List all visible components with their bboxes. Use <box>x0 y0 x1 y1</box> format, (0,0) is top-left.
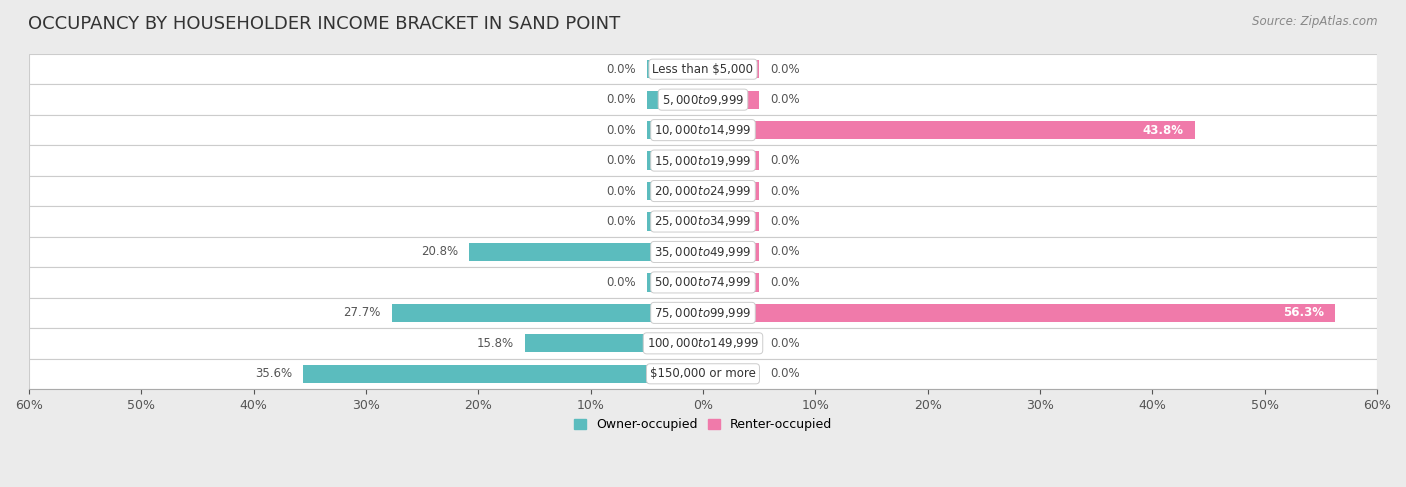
Text: 0.0%: 0.0% <box>770 367 800 380</box>
Text: 0.0%: 0.0% <box>606 185 636 198</box>
Text: 0.0%: 0.0% <box>770 337 800 350</box>
Text: 0.0%: 0.0% <box>606 215 636 228</box>
Text: 0.0%: 0.0% <box>770 185 800 198</box>
Text: 0.0%: 0.0% <box>606 276 636 289</box>
Text: 43.8%: 43.8% <box>1143 124 1184 137</box>
FancyBboxPatch shape <box>30 206 1376 237</box>
FancyBboxPatch shape <box>30 176 1376 206</box>
Bar <box>703 151 759 169</box>
Text: OCCUPANCY BY HOUSEHOLDER INCOME BRACKET IN SAND POINT: OCCUPANCY BY HOUSEHOLDER INCOME BRACKET … <box>28 15 620 33</box>
Legend: Owner-occupied, Renter-occupied: Owner-occupied, Renter-occupied <box>568 413 838 436</box>
FancyBboxPatch shape <box>30 237 1376 267</box>
Bar <box>647 151 703 169</box>
Bar <box>703 243 759 261</box>
FancyBboxPatch shape <box>30 267 1376 298</box>
Text: $100,000 to $149,999: $100,000 to $149,999 <box>647 337 759 350</box>
Text: $75,000 to $99,999: $75,000 to $99,999 <box>654 306 752 320</box>
Text: 0.0%: 0.0% <box>770 276 800 289</box>
Bar <box>647 121 703 139</box>
FancyBboxPatch shape <box>30 84 1376 115</box>
Text: 0.0%: 0.0% <box>606 63 636 75</box>
Text: 0.0%: 0.0% <box>606 124 636 137</box>
Bar <box>703 334 759 353</box>
Bar <box>647 91 703 109</box>
Text: 0.0%: 0.0% <box>770 93 800 106</box>
Text: 35.6%: 35.6% <box>254 367 292 380</box>
Bar <box>703 304 1336 322</box>
Bar <box>392 304 703 322</box>
Bar <box>703 365 759 383</box>
Text: 56.3%: 56.3% <box>1284 306 1324 319</box>
Text: 0.0%: 0.0% <box>770 63 800 75</box>
FancyBboxPatch shape <box>30 298 1376 328</box>
FancyBboxPatch shape <box>30 328 1376 358</box>
Text: 0.0%: 0.0% <box>606 154 636 167</box>
Text: 0.0%: 0.0% <box>770 215 800 228</box>
Text: Less than $5,000: Less than $5,000 <box>652 63 754 75</box>
Bar <box>647 273 703 292</box>
Text: $5,000 to $9,999: $5,000 to $9,999 <box>662 93 744 107</box>
Bar <box>470 243 703 261</box>
Bar <box>703 182 759 200</box>
Bar <box>703 60 759 78</box>
Bar <box>647 182 703 200</box>
Text: 0.0%: 0.0% <box>606 93 636 106</box>
Text: $25,000 to $34,999: $25,000 to $34,999 <box>654 214 752 228</box>
Text: 15.8%: 15.8% <box>477 337 515 350</box>
Bar <box>703 121 1195 139</box>
Bar <box>647 60 703 78</box>
Bar <box>647 212 703 231</box>
FancyBboxPatch shape <box>30 54 1376 84</box>
Bar <box>304 365 703 383</box>
Text: $10,000 to $14,999: $10,000 to $14,999 <box>654 123 752 137</box>
Text: 0.0%: 0.0% <box>770 154 800 167</box>
Text: $20,000 to $24,999: $20,000 to $24,999 <box>654 184 752 198</box>
Bar <box>526 334 703 353</box>
Text: $15,000 to $19,999: $15,000 to $19,999 <box>654 153 752 168</box>
Bar <box>703 91 759 109</box>
Bar <box>703 273 759 292</box>
Bar <box>703 212 759 231</box>
FancyBboxPatch shape <box>30 115 1376 145</box>
Text: Source: ZipAtlas.com: Source: ZipAtlas.com <box>1253 15 1378 28</box>
FancyBboxPatch shape <box>30 145 1376 176</box>
Text: 27.7%: 27.7% <box>343 306 381 319</box>
Text: $35,000 to $49,999: $35,000 to $49,999 <box>654 245 752 259</box>
Text: $150,000 or more: $150,000 or more <box>650 367 756 380</box>
Text: 20.8%: 20.8% <box>420 245 458 259</box>
FancyBboxPatch shape <box>30 358 1376 389</box>
Text: $50,000 to $74,999: $50,000 to $74,999 <box>654 276 752 289</box>
Text: 0.0%: 0.0% <box>770 245 800 259</box>
